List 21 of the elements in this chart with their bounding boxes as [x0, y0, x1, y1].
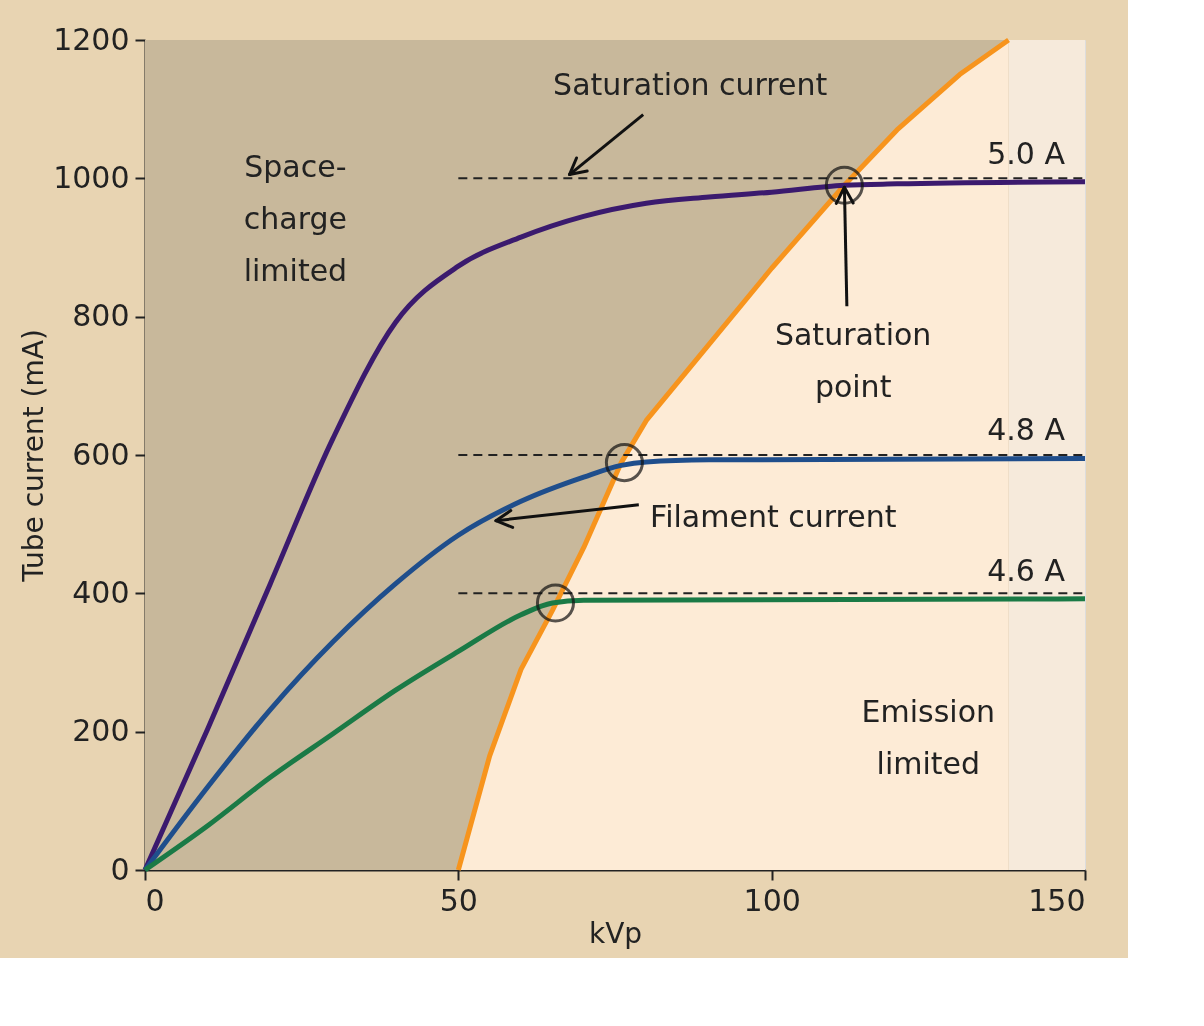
annotation: Saturation point	[774, 316, 932, 404]
y-tick-label: 1000	[53, 159, 130, 195]
annotation: Space-charge limited	[243, 148, 348, 288]
annotation: Filament current	[650, 498, 897, 534]
series-label: 4.6 A	[987, 552, 1066, 588]
x-axis-title: kVp	[588, 916, 643, 950]
y-tick-label: 1200	[53, 21, 130, 57]
x-tick-label: 0	[145, 882, 165, 918]
y-tick-label: 0	[110, 851, 130, 887]
x-tick-label: 50	[439, 882, 478, 918]
y-tick-label: 200	[72, 713, 130, 749]
annotation: Emission limited	[861, 693, 996, 781]
y-tick-label: 400	[72, 574, 130, 610]
annotation: Saturation current	[553, 66, 828, 102]
y-tick-label: 800	[72, 298, 130, 334]
x-tick-label: 100	[743, 882, 801, 918]
x-tick-label: 150	[1028, 882, 1086, 918]
series-label: 5.0 A	[987, 135, 1066, 171]
series-label: 4.8 A	[987, 412, 1066, 448]
y-tick-label: 600	[72, 436, 130, 472]
y-axis-title: Tube current (mA)	[17, 329, 51, 583]
